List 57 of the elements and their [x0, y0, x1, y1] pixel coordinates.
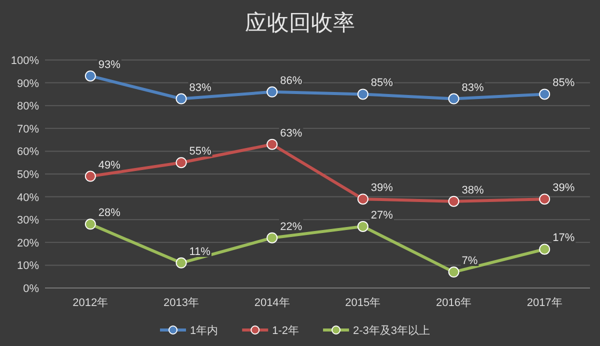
point [176, 93, 187, 104]
y-tick-label: 50% [16, 169, 40, 181]
x-tick-label: 2015年 [345, 297, 381, 309]
data-label: 49% [98, 159, 121, 172]
legend-label: 1年内 [190, 324, 218, 337]
data-label: 85% [552, 77, 575, 90]
point [84, 70, 96, 82]
data-label: 27% [370, 209, 394, 222]
data-label: 63% [280, 127, 302, 140]
y-tick-label: 70% [16, 123, 40, 136]
data-label: 85% [370, 77, 394, 90]
point [176, 257, 187, 268]
data-label: 39% [370, 182, 394, 194]
point [357, 88, 368, 100]
point [448, 196, 460, 207]
x-tick-label: 2012年 [72, 297, 108, 309]
x-tick-label: 2013年 [164, 297, 199, 309]
point [84, 218, 96, 230]
data-label: 55% [189, 146, 212, 158]
y-tick-label: 80% [16, 100, 40, 113]
y-tick-label: 60% [16, 146, 40, 158]
data-label: 38% [462, 184, 484, 196]
point [448, 93, 460, 104]
data-label: 22% [280, 220, 302, 233]
point [176, 157, 187, 168]
y-tick-label: 30% [16, 214, 40, 227]
point [357, 220, 368, 232]
data-label: 7% [462, 255, 478, 268]
y-tick-label: 20% [16, 237, 40, 250]
point [266, 86, 278, 98]
point [357, 194, 368, 205]
data-label: 28% [98, 207, 121, 220]
data-label: 86% [280, 74, 302, 87]
y-tick-label: 100% [10, 55, 40, 67]
point [448, 266, 460, 278]
point [266, 138, 278, 150]
legend-label: 1-2年 [272, 325, 300, 337]
point [539, 194, 550, 205]
y-tick-label: 90% [16, 78, 40, 90]
y-tick-label: 10% [16, 260, 40, 272]
data-label: 17% [552, 232, 575, 244]
y-tick-label: 40% [16, 192, 40, 204]
point [539, 244, 550, 255]
point [266, 232, 278, 244]
legend-label: 2-3年及3年以上 [353, 324, 430, 337]
data-label: 39% [552, 182, 575, 194]
point [539, 88, 550, 100]
x-tick-label: 2014年 [254, 297, 290, 309]
data-label: 93% [98, 58, 121, 71]
data-label: 11% [189, 246, 211, 258]
data-label: 83% [189, 82, 212, 94]
x-tick-label: 2017年 [526, 297, 562, 309]
y-tick-label: 0% [23, 283, 40, 295]
chart-title: 应收回收率 [245, 10, 355, 35]
point [84, 170, 96, 182]
data-label: 83% [462, 82, 484, 94]
x-tick-label: 2016年 [436, 297, 472, 309]
